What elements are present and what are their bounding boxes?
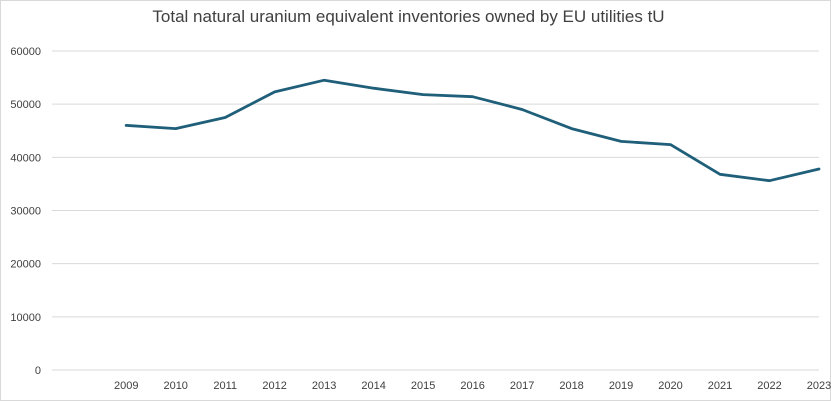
x-tick-label: 2022 (757, 380, 781, 392)
data-point (223, 116, 227, 119)
x-axis-tick-labels: 2009 2010 2011 2012 2013 2014 2015 2016 2017 2018… (114, 380, 831, 392)
data-point (768, 179, 771, 182)
y-tick-label: 40000 (10, 152, 41, 164)
x-tick-label: 2023 (807, 380, 831, 392)
y-tick-label: 10000 (10, 312, 41, 324)
x-tick-label: 2015 (411, 380, 435, 392)
x-tick-label: 2013 (312, 380, 336, 392)
y-tick-label: 30000 (10, 206, 41, 218)
x-tick-label: 2012 (262, 380, 286, 392)
data-point (669, 143, 672, 146)
x-tick-label: 2011 (213, 380, 237, 392)
x-tick-label: 2014 (361, 380, 385, 392)
y-tick-label: 0 (35, 365, 41, 377)
x-tick-label: 2009 (114, 380, 138, 392)
data-point (421, 93, 425, 96)
x-tick-label: 2019 (609, 380, 633, 392)
x-tick-label: 2021 (708, 380, 732, 392)
data-point (619, 140, 623, 143)
data-point (520, 108, 524, 111)
data-point (322, 79, 326, 82)
series-layer (124, 78, 821, 183)
x-tick-label: 2010 (163, 380, 187, 392)
x-tick-label: 2018 (559, 380, 583, 392)
data-point (718, 173, 722, 176)
y-tick-label: 60000 (10, 46, 41, 58)
chart-title: Total natural uranium equivalent invento… (152, 7, 665, 26)
series-line (124, 78, 821, 183)
data-point (817, 167, 821, 171)
data-point (372, 87, 375, 90)
x-tick-label: 2020 (658, 380, 682, 392)
data-point (570, 127, 573, 130)
x-tick-label: 2016 (460, 380, 484, 392)
gridlines (52, 50, 819, 371)
data-point (125, 124, 128, 127)
y-tick-label: 50000 (10, 99, 41, 111)
y-axis-tick-labels: 0 10000 20000 30000 40000 50000 60000 (10, 46, 41, 377)
y-tick-label: 20000 (10, 259, 41, 271)
data-point (471, 95, 474, 98)
data-point (174, 127, 177, 130)
data-point (273, 90, 276, 94)
x-tick-label: 2017 (510, 380, 534, 392)
